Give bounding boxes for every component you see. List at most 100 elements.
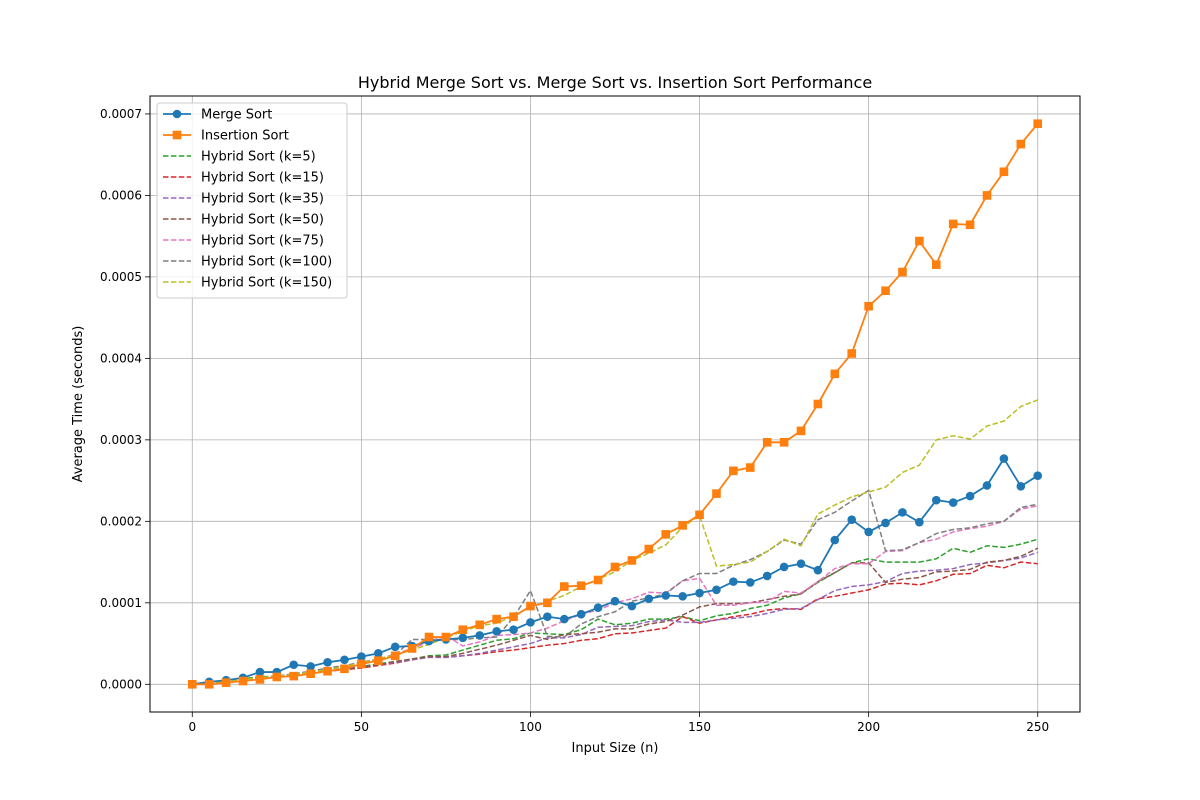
series-line — [192, 561, 1038, 686]
data-point — [762, 571, 772, 581]
data-point — [712, 585, 721, 595]
y-tick-label: 0.0005 — [100, 270, 142, 284]
legend-box — [156, 102, 348, 299]
series-3 — [192, 561, 1038, 686]
data-point — [915, 517, 924, 527]
data-point — [644, 594, 654, 604]
data-point — [255, 675, 265, 684]
legend-label: Merge Sort — [201, 108, 272, 123]
data-point — [796, 559, 806, 569]
data-point — [982, 481, 992, 490]
data-point — [289, 671, 299, 681]
data-point — [559, 582, 569, 591]
data-point — [340, 655, 349, 665]
data-point — [627, 556, 637, 565]
y-tick-label: 0.0002 — [100, 514, 142, 528]
data-point — [729, 466, 738, 476]
data-point — [390, 642, 400, 652]
data-point — [509, 612, 518, 621]
data-point — [492, 627, 501, 636]
series-1 — [187, 119, 1043, 689]
series-7 — [192, 489, 1038, 686]
data-point — [492, 614, 501, 624]
data-point — [373, 649, 383, 658]
series-line — [192, 547, 1039, 686]
series-line — [192, 538, 1038, 686]
grid — [150, 96, 1080, 712]
data-point — [813, 399, 823, 409]
series-8 — [192, 399, 1038, 686]
series-2 — [192, 538, 1038, 686]
data-point — [661, 591, 671, 600]
data-point — [610, 562, 620, 572]
axes-frame — [149, 95, 1081, 713]
y-tick-label: 0.0000 — [100, 677, 142, 691]
data-point — [357, 652, 366, 661]
series-line — [192, 489, 1038, 686]
y-tick-label: 0.0004 — [100, 351, 142, 365]
data-point — [340, 664, 349, 674]
data-point — [576, 609, 586, 619]
data-point — [948, 498, 958, 507]
data-point — [898, 508, 907, 517]
data-point — [813, 565, 823, 575]
data-point — [745, 463, 755, 472]
data-point — [593, 575, 603, 585]
legend-label: Hybrid Sort (k=100) — [201, 255, 332, 270]
legend: Merge Sort Insertion Sort Hybrid Sort (k=5… — [156, 102, 348, 299]
data-point — [1016, 481, 1026, 491]
x-tick-label: 150 — [688, 720, 711, 734]
series-5 — [192, 547, 1039, 686]
data-point — [475, 620, 485, 630]
data-point — [881, 286, 890, 296]
data-point — [847, 515, 857, 525]
legend-label: Hybrid Sort (k=75) — [201, 234, 324, 249]
y-axis-label: Average Time (seconds) — [71, 326, 86, 483]
legend-label: Hybrid Sort (k=5) — [201, 150, 316, 165]
data-point — [475, 631, 485, 640]
y-axis-ticks: 0.0000 0.0001 0.0002 0.0003 0.0004 0.0005 0.00… — [100, 107, 150, 691]
data-point — [1033, 471, 1043, 481]
data-point — [898, 267, 907, 277]
data-point — [796, 426, 806, 436]
plot-area — [187, 119, 1043, 689]
data-point — [965, 491, 975, 501]
x-tick-label: 0 — [188, 720, 196, 734]
data-point — [187, 679, 197, 689]
legend-label: Hybrid Sort (k=150) — [201, 276, 332, 291]
data-point — [644, 544, 654, 554]
y-tick-label: 0.0007 — [100, 107, 142, 121]
data-point — [661, 530, 671, 539]
data-point — [999, 167, 1009, 177]
x-axis-ticks: 0 50 100 150 200 250 — [188, 712, 1049, 734]
data-point — [576, 581, 586, 591]
data-point — [458, 625, 468, 635]
data-point — [323, 666, 332, 676]
data-point — [526, 618, 535, 627]
data-point — [695, 588, 704, 598]
data-point — [712, 489, 721, 498]
data-point — [238, 676, 248, 686]
x-tick-label: 50 — [354, 720, 369, 734]
data-point — [695, 510, 704, 520]
data-point — [948, 219, 958, 229]
series-0 — [187, 454, 1043, 689]
data-point — [1033, 119, 1043, 129]
data-point — [526, 601, 535, 611]
data-point — [509, 625, 518, 635]
data-point — [255, 667, 265, 677]
legend-marker — [172, 109, 182, 119]
legend-marker — [172, 130, 182, 140]
x-axis-label: Input Size (n) — [572, 741, 659, 756]
data-point — [881, 518, 890, 528]
data-point — [357, 659, 366, 669]
data-point — [323, 657, 332, 667]
data-point — [982, 191, 992, 200]
data-point — [441, 632, 451, 642]
series-line — [192, 551, 1038, 686]
data-point — [627, 601, 637, 611]
data-point — [289, 660, 299, 670]
data-point — [610, 596, 620, 606]
data-point — [1016, 139, 1026, 149]
data-point — [864, 527, 873, 537]
